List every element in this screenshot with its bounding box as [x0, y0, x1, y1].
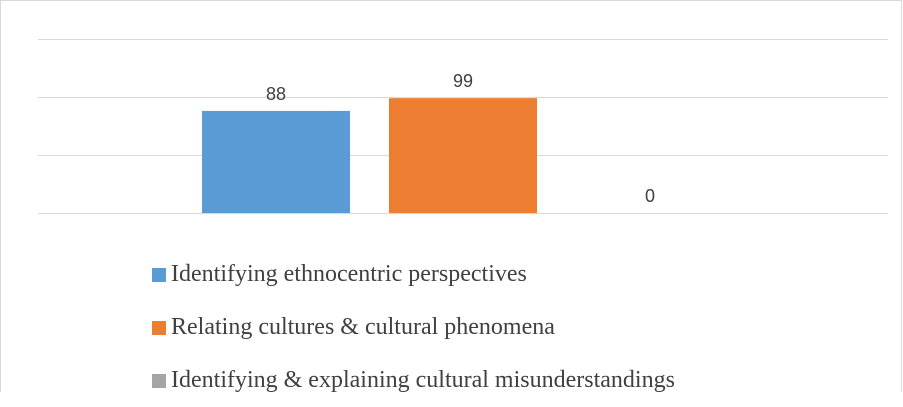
legend-label-misunderstandings: Identifying & explaining cultural misund… — [171, 367, 675, 393]
bar-2 — [389, 98, 537, 213]
data-label-1: 88 — [266, 84, 286, 104]
legend-item-misunderstandings: Identifying & explaining cultural misund… — [152, 354, 675, 407]
legend-swatch-relating-cultures — [152, 320, 166, 335]
data-label-2: 99 — [453, 71, 473, 91]
data-label-3: 0 — [645, 186, 655, 206]
legend-label-ethnocentric: Identifying ethnocentric perspectives — [171, 261, 527, 287]
data-labels: 88 99 0 — [266, 71, 655, 206]
bar-chart: 88 99 0 — [38, 39, 888, 214]
legend-item-ethnocentric: Identifying ethnocentric perspectives — [152, 248, 675, 301]
bars — [202, 98, 537, 213]
legend-item-relating-cultures: Relating cultures & cultural phenomena — [152, 301, 675, 354]
legend-swatch-ethnocentric — [152, 267, 166, 282]
bar-1 — [202, 110, 350, 213]
legend: Identifying ethnocentric perspectives Re… — [152, 248, 675, 407]
legend-swatch-misunderstandings — [152, 373, 166, 388]
legend-label-relating-cultures: Relating cultures & cultural phenomena — [171, 314, 555, 340]
